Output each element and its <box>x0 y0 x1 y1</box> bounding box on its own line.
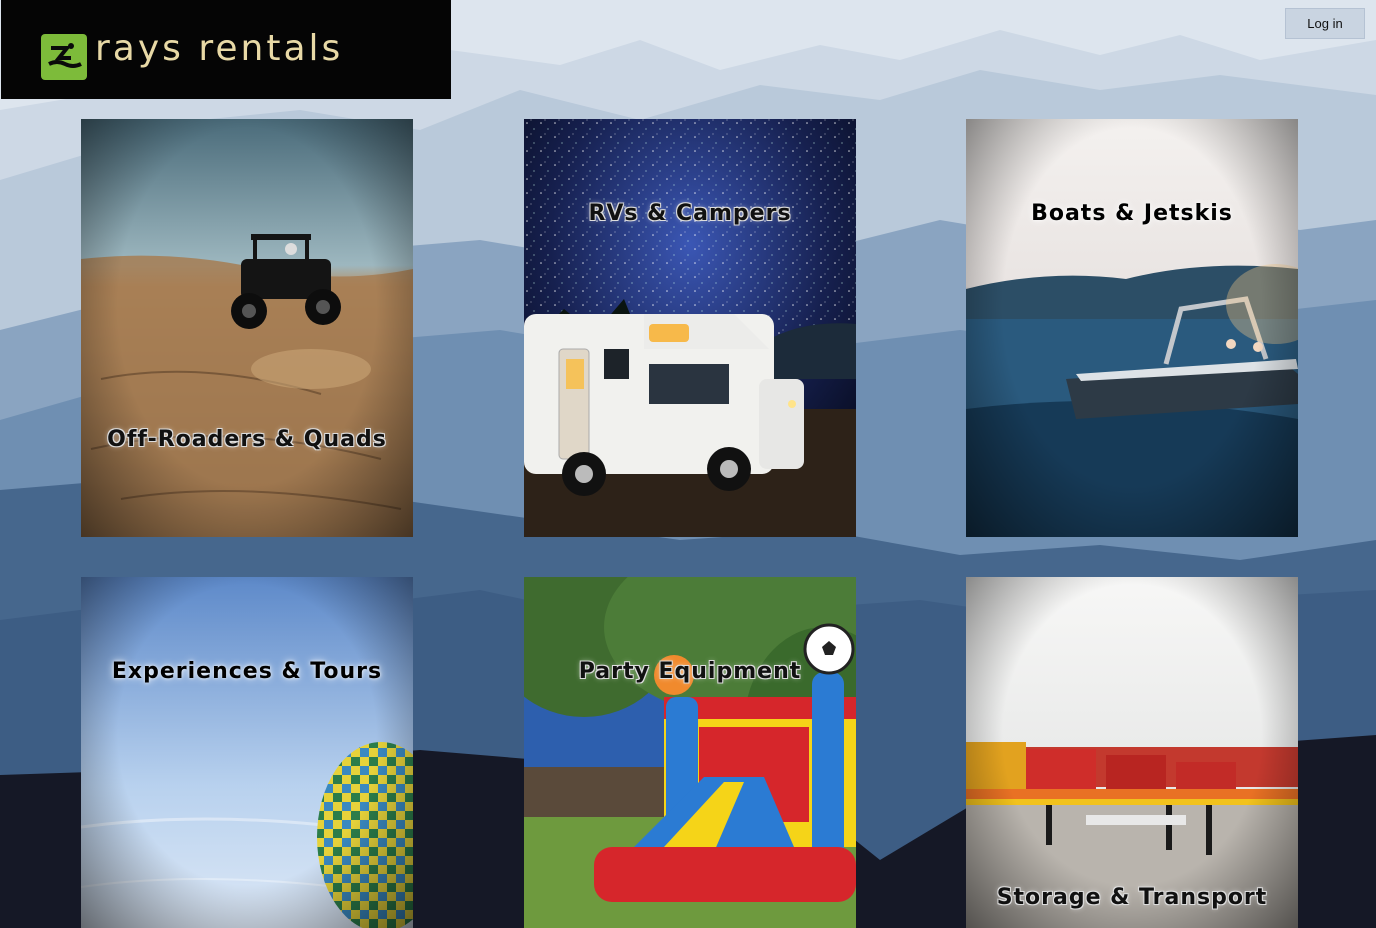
photo-vignette <box>966 119 1298 537</box>
photo-vignette <box>81 119 413 537</box>
category-label: Experiences & Tours <box>111 659 383 684</box>
category-card-rvs[interactable]: RVs & Campers <box>524 119 856 537</box>
category-label: RVs & Campers <box>588 201 792 226</box>
brand-name: rays rentals <box>95 28 344 69</box>
bounce-house-shape <box>594 623 856 902</box>
category-card-storage[interactable]: Storage & Transport <box>966 577 1298 928</box>
jetski-rider-icon <box>41 34 87 80</box>
brand-logo[interactable]: rays rentals <box>1 0 451 99</box>
rv-photo <box>524 119 856 537</box>
photo-vignette <box>81 577 413 928</box>
category-label: Boats & Jetskis <box>1031 201 1233 226</box>
category-card-boats[interactable]: Boats & Jetskis <box>966 119 1298 537</box>
photo-vignette <box>966 577 1298 928</box>
category-card-experiences[interactable]: Experiences & Tours <box>81 577 413 928</box>
bounce-house-photo <box>524 577 856 928</box>
category-label: Party Equipment <box>578 659 802 684</box>
login-button[interactable]: Log in <box>1285 8 1365 39</box>
category-card-off-roaders[interactable]: Off-Roaders & Quads <box>81 119 413 537</box>
rv-shape <box>524 314 804 496</box>
category-label: Storage & Transport <box>996 885 1268 910</box>
category-label: Off-Roaders & Quads <box>107 427 387 452</box>
category-card-party[interactable]: Party Equipment <box>524 577 856 928</box>
